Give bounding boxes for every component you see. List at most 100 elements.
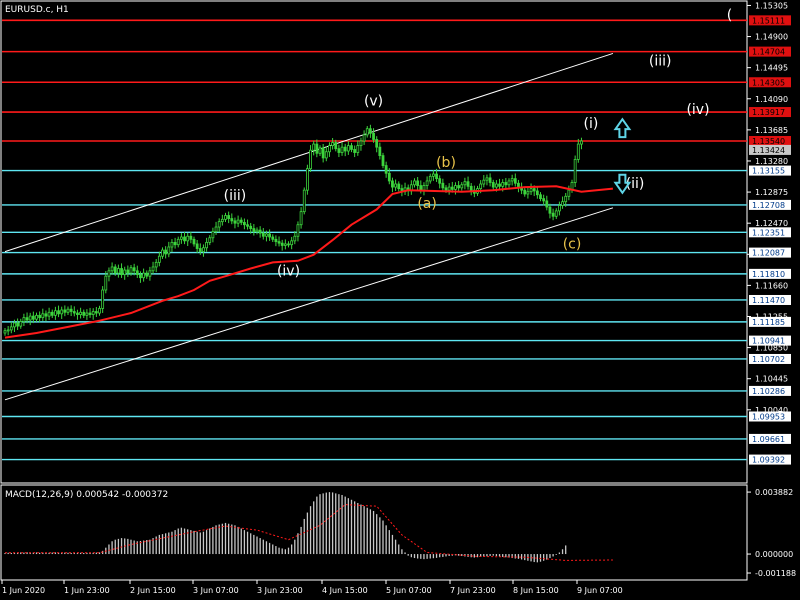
candle-body [82, 311, 86, 316]
support-price-tag-text: 1.09953 [752, 412, 785, 421]
direction-arrows [613, 117, 632, 195]
price-tick-label: 1.11660 [755, 281, 788, 290]
candle-body [63, 309, 67, 313]
candle-body [157, 255, 161, 263]
support-price-tag-text: 1.11185 [752, 318, 785, 327]
candle-body [501, 182, 505, 187]
candle-body [176, 238, 180, 246]
resistance-price-tag [749, 46, 791, 57]
wave-label: (iv) [277, 263, 300, 279]
candle-body [413, 180, 416, 186]
candle-body [372, 132, 375, 140]
candle-body [394, 183, 398, 188]
candle-body [195, 243, 199, 249]
candle-body [324, 151, 328, 159]
candle-body [76, 312, 79, 315]
price-tick-label: 1.14090 [755, 95, 788, 104]
arrow-down-icon [613, 173, 632, 195]
candle-body [365, 128, 369, 136]
macd-title: MACD(12,26,9) 0.000542 -0.000372 [5, 490, 168, 500]
candle-body [85, 312, 89, 316]
price-channel [4, 52, 614, 401]
candle-body [230, 218, 234, 222]
candle-body [438, 178, 442, 184]
candle-body [564, 195, 568, 203]
candle-body [431, 173, 435, 177]
support-price-tag-text: 1.10941 [752, 337, 785, 346]
support-price-tag-text: 1.12351 [752, 228, 785, 237]
time-tick-label: 4 Jun 15:00 [322, 586, 368, 595]
candle-body [545, 200, 549, 208]
support-price-tag-text: 1.10702 [752, 355, 785, 364]
candle-body [271, 236, 275, 240]
candle-body [265, 233, 268, 237]
candle-body [299, 211, 303, 226]
resistance-price-tag-text: 1.14704 [752, 48, 785, 57]
candle-body [460, 184, 464, 189]
candle-body [312, 143, 316, 151]
resistance-price-tag-text: 1.13917 [752, 108, 785, 117]
price-tick-label: 1.10445 [755, 375, 788, 384]
candle-body [488, 177, 492, 183]
candle-body [551, 212, 555, 217]
time-tick-label: 1 Jun 23:00 [64, 586, 110, 595]
macd-axis: 0.003882 0.000000 -0.001188 [747, 488, 796, 578]
candle-body [198, 248, 202, 252]
candle-body [346, 145, 350, 152]
time-axis: 1 Jun 2020 1 Jun 23:00 2 Jun 15:00 3 Jun 07… [1, 580, 623, 595]
support-price-tag [749, 335, 791, 346]
candle-body [123, 269, 127, 276]
candle-body [164, 249, 168, 255]
candle-body [129, 267, 133, 274]
candle-body [239, 219, 243, 223]
candle-body [576, 143, 580, 160]
price-tick-label: 1.15305 [755, 1, 788, 10]
candle-body [305, 168, 309, 191]
resistance-price-tag-text: 1.14305 [752, 78, 785, 87]
candle-body [283, 243, 287, 246]
candle-body [139, 274, 142, 279]
price-candles [3, 124, 583, 336]
resistance-price-tag [749, 77, 791, 88]
support-price-tag-text: 1.10286 [752, 387, 785, 396]
candle-body [19, 321, 23, 327]
candle-body [60, 309, 64, 315]
candle-body [41, 313, 45, 319]
candle-body [224, 215, 227, 220]
level-price-tags: 1.15111 1.14704 1.14305 1.13917 1.13540 1.131… [749, 15, 791, 465]
candle-body [72, 311, 76, 314]
candle-body [205, 241, 209, 249]
candle-body [532, 188, 536, 192]
candle-body [186, 235, 190, 242]
candle-body [217, 221, 221, 228]
candle-body [356, 145, 360, 153]
candle-body [142, 272, 146, 279]
support-price-tag [749, 165, 791, 176]
price-tick-label: 1.12470 [755, 219, 788, 228]
arrow-up-icon [613, 117, 632, 139]
wave-label: (iii) [649, 54, 672, 70]
macd-signal-line [5, 504, 613, 561]
candle-body [359, 140, 363, 147]
candle-body [419, 185, 423, 191]
candle-body [573, 159, 577, 183]
candle-body [416, 180, 420, 186]
candle-body [539, 194, 542, 200]
candle-body [132, 267, 136, 272]
resistance-price-tag [749, 107, 791, 118]
candle-body [151, 266, 155, 272]
support-price-tag [749, 411, 791, 422]
macd-tick-label: 0.000000 [755, 550, 793, 559]
candle-body [242, 222, 246, 226]
candle-body [255, 229, 259, 233]
support-price-tag [749, 353, 791, 364]
candle-body [425, 180, 429, 186]
candle-body [482, 179, 486, 185]
candle-body [457, 185, 461, 189]
candle-body [104, 275, 108, 291]
candle-body [179, 236, 183, 240]
candle-body [38, 314, 42, 319]
support-price-tag-text: 1.11810 [752, 270, 785, 279]
time-tick-label: 3 Jun 23:00 [257, 586, 303, 595]
candle-body [69, 308, 73, 312]
